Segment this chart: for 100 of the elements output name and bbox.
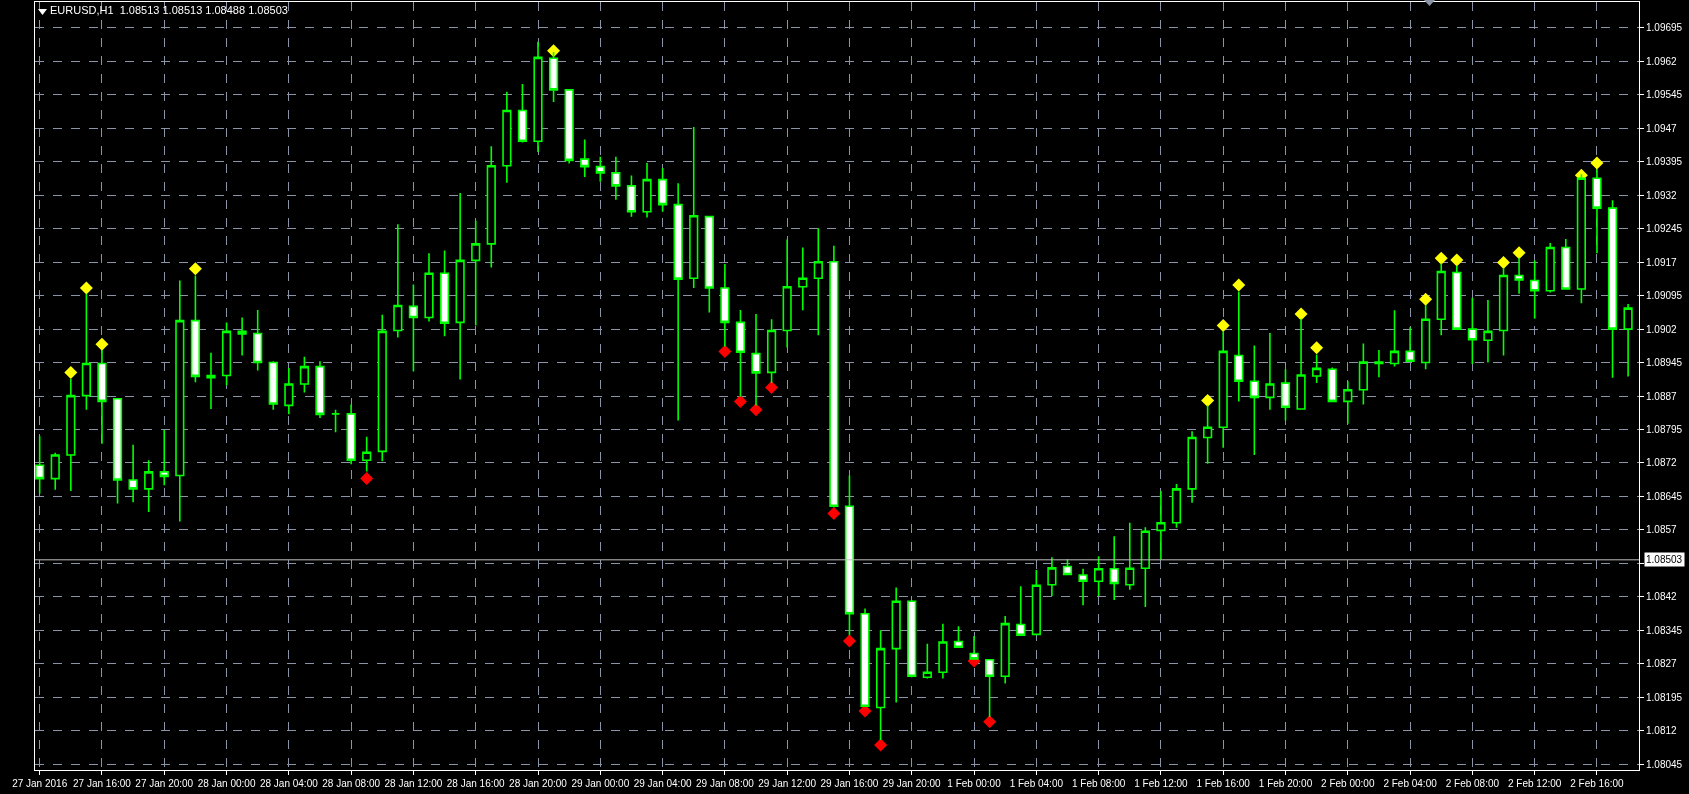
x-tick-label: 28 Jan 08:00 — [322, 778, 381, 789]
y-tick-label: 1.0812 — [1646, 725, 1678, 737]
x-tick-label: 28 Jan 04:00 — [259, 778, 319, 789]
candlestick — [689, 126, 699, 289]
candlestick — [455, 192, 465, 381]
y-tick-label: 1.0842 — [1646, 591, 1678, 603]
candlestick — [1483, 299, 1493, 364]
candlestick — [408, 283, 419, 373]
y-tick-label: 1.09095 — [1646, 290, 1683, 302]
x-tick-label: 28 Jan 20:00 — [509, 778, 568, 789]
x-tick-label: 29 Jan 16:00 — [820, 778, 879, 789]
point — [79, 281, 93, 295]
candlestick — [580, 138, 590, 178]
candlestick — [1078, 567, 1088, 607]
candlestick — [346, 403, 356, 466]
candlestick — [1000, 615, 1010, 685]
point — [1434, 251, 1448, 265]
x-tick-label: 1 Feb 08:00 — [1071, 778, 1126, 789]
x-tick-label: 1 Feb 00:00 — [947, 778, 1002, 789]
point — [1590, 156, 1604, 170]
x-tick-label: 27 Jan 16:00 — [73, 778, 132, 789]
candlestick — [533, 40, 543, 153]
y-tick-label: 1.0827 — [1646, 658, 1678, 670]
point — [360, 472, 374, 486]
point — [733, 394, 747, 408]
candlestick — [362, 435, 372, 473]
ref-line-label: 1.08503 — [1646, 554, 1683, 565]
x-tick-label: 1 Feb 16:00 — [1196, 778, 1251, 789]
point — [1310, 341, 1324, 355]
candlestick — [1109, 535, 1119, 601]
point — [547, 44, 561, 58]
x-tick-label: 1 Feb 12:00 — [1134, 778, 1189, 789]
y-tick-label: 1.09245 — [1646, 223, 1683, 235]
candlestick — [595, 156, 605, 183]
candlestick — [564, 88, 574, 165]
x-tick-label: 2 Feb 12:00 — [1507, 778, 1562, 789]
candlestick — [471, 219, 481, 327]
candlestick — [953, 625, 964, 649]
candlestick — [657, 167, 668, 213]
point — [1450, 253, 1464, 267]
point — [1201, 394, 1215, 407]
x-tick-label: 29 Jan 20:00 — [882, 778, 942, 789]
candlestick — [206, 351, 216, 410]
candlestick — [1607, 199, 1618, 379]
candlestick — [1358, 342, 1368, 406]
candlestick — [798, 246, 808, 312]
candlestick — [253, 309, 263, 372]
candlestick — [1156, 490, 1166, 561]
candlestick — [922, 642, 932, 680]
point — [827, 506, 841, 520]
candlestick — [237, 316, 247, 357]
candlestick — [1265, 332, 1275, 411]
candlestick — [1031, 569, 1041, 636]
candlestick — [673, 182, 683, 422]
y-tick-label: 1.0962 — [1646, 55, 1678, 67]
candlestick — [112, 397, 123, 505]
y-tick-label: 1.08345 — [1646, 624, 1683, 636]
candlestick — [1374, 349, 1384, 379]
candlestick — [704, 214, 714, 314]
x-tick-label: 29 Jan 00:00 — [571, 778, 630, 789]
candlestick — [1047, 556, 1057, 597]
candlestick — [1140, 526, 1150, 608]
point — [1216, 319, 1230, 333]
candlestick — [1327, 366, 1337, 404]
point — [842, 634, 856, 648]
candlestick — [221, 321, 232, 387]
y-tick-label: 1.0902 — [1646, 323, 1678, 335]
y-tick-label: 1.08195 — [1646, 691, 1683, 703]
candlestick — [486, 145, 496, 269]
candlestick — [284, 367, 294, 416]
candlestick — [1187, 430, 1197, 504]
candlestick — [424, 252, 434, 323]
point — [64, 365, 78, 379]
candlestick — [1280, 368, 1291, 422]
y-tick-label: 1.09695 — [1646, 22, 1683, 34]
y-tick-label: 1.08645 — [1646, 490, 1683, 502]
y-tick-label: 1.0857 — [1646, 524, 1678, 536]
x-tick-label: 29 Jan 12:00 — [758, 778, 817, 789]
point — [1497, 256, 1511, 270]
point — [1512, 246, 1526, 260]
y-tick-label: 1.0932 — [1646, 189, 1678, 201]
candlestick — [144, 459, 154, 513]
candlestick — [1561, 238, 1571, 290]
y-tick-label: 1.0917 — [1646, 256, 1678, 268]
candlestick — [175, 279, 185, 523]
x-tick-label: 28 Jan 12:00 — [384, 778, 443, 789]
candlestick — [1249, 344, 1259, 456]
candlestick — [626, 174, 637, 218]
candlestick — [1343, 380, 1353, 425]
y-tick-label: 1.09395 — [1646, 156, 1683, 168]
candlestick — [315, 360, 325, 419]
candlestick — [299, 355, 310, 394]
candlestick — [377, 314, 387, 462]
x-tick-label: 29 Jan 04:00 — [633, 778, 692, 789]
candlestick — [50, 451, 60, 491]
candlestick — [439, 249, 450, 338]
candlestick — [1125, 521, 1135, 591]
point — [874, 738, 888, 752]
point — [983, 715, 997, 729]
y-tick-label: 1.0887 — [1646, 390, 1678, 402]
